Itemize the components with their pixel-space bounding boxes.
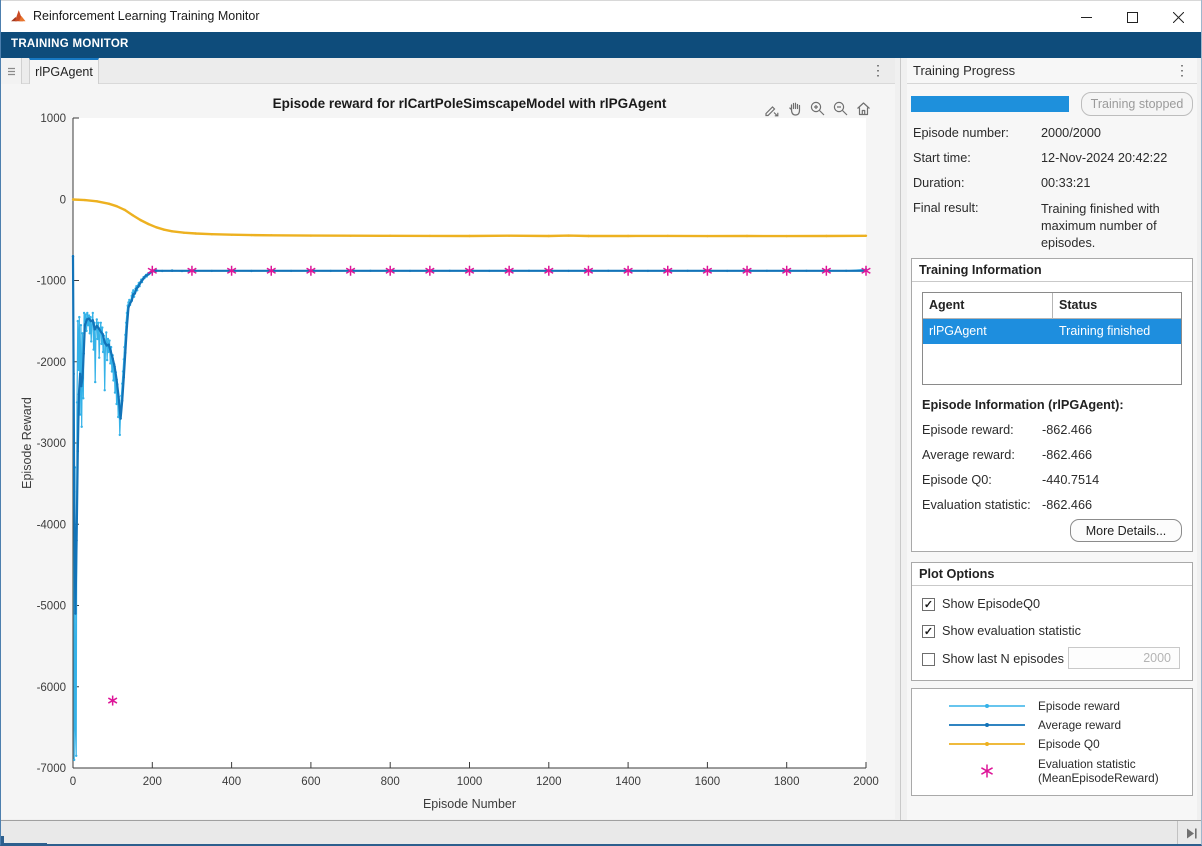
cell-agent: rlPGAgent [923,319,1053,344]
table-row[interactable]: rlPGAgent Training finished [923,319,1181,344]
svg-text:400: 400 [222,776,241,788]
stat-episode-q0: Episode Q0: -440.7514 [922,473,1184,487]
checkbox-show-evaluation-statistic[interactable]: ✓ Show evaluation statistic [922,624,1081,638]
legend-episode-reward: Episode reward [946,699,1120,713]
window-frame-corner [1,836,47,846]
svg-text:1800: 1800 [774,776,800,788]
panel-menu-icon[interactable]: ⋮ [1175,63,1189,77]
checkbox-show-last-n-episodes[interactable]: Show last N episodes [922,652,1064,666]
svg-text:1400: 1400 [615,776,641,788]
svg-text:0: 0 [70,776,76,788]
zoom-out-icon[interactable] [830,98,850,118]
svg-text:800: 800 [381,776,400,788]
document-list-icon[interactable] [1,58,22,84]
plot-options-title: Plot Options [912,563,1192,586]
svg-text:-4000: -4000 [37,519,66,531]
training-progress-panel: Training Progress ⋮ Training stopped Epi… [907,58,1197,820]
training-figure: 0 200 400 600 800 1000 1200 1400 1600 1800 2000 100… [1,84,895,819]
column-agent: Agent [923,293,1053,318]
svg-text:1000: 1000 [457,776,483,788]
svg-text:2000: 2000 [853,776,879,788]
svg-text:0: 0 [60,194,66,206]
training-information-title: Training Information [912,259,1192,282]
legend-box: Episode reward Average reward Episode Q0 [911,688,1193,796]
bottom-bar-divider [1177,821,1178,846]
restore-view-home-icon[interactable] [853,98,873,118]
stat-average-reward: Average reward: -862.466 [922,448,1184,462]
svg-text:1200: 1200 [536,776,562,788]
tab-strip-menu-icon[interactable]: ⋮ [871,63,885,77]
stat-evaluation-statistic: Evaluation statistic: -862.466 [922,498,1184,512]
svg-text:-7000: -7000 [37,763,66,775]
toolstrip-ribbon: TRAINING MONITOR [1,32,1201,58]
checkbox-icon[interactable]: ✓ [922,625,935,638]
window-title: Reinforcement Learning Training Monitor [33,9,260,23]
svg-text:1000: 1000 [40,113,66,125]
table-header-row: Agent Status [923,293,1181,319]
cell-status: Training finished [1053,319,1181,344]
ribbon-tab-label[interactable]: TRAINING MONITOR [11,38,129,50]
svg-text:200: 200 [143,776,162,788]
training-stopped-button[interactable]: Training stopped [1081,92,1193,116]
checkbox-icon[interactable]: ✓ [922,598,935,611]
line-sample-icon [946,700,1028,712]
last-n-episodes-input[interactable] [1068,647,1180,669]
svg-text:-5000: -5000 [37,601,66,613]
maximize-button[interactable] [1109,1,1155,33]
chart-title: Episode reward for rlCartPoleSimscapeMod… [73,96,866,111]
svg-text:-2000: -2000 [37,357,66,369]
episode-reward-chart: 0 200 400 600 800 1000 1200 1400 1600 1800 2000 100… [1,84,895,819]
svg-text:600: 600 [301,776,320,788]
legend-average-reward: Average reward [946,718,1121,732]
svg-text:Episode Reward: Episode Reward [20,397,34,489]
title-bar: Reinforcement Learning Training Monitor [1,0,1201,33]
svg-text:-1000: -1000 [37,276,66,288]
training-progress-bar [911,96,1069,112]
bottom-scroll-bar[interactable] [1,820,1202,846]
more-details-button[interactable]: More Details... [1070,519,1182,542]
svg-text:-6000: -6000 [37,682,66,694]
column-status: Status [1053,293,1181,318]
stat-episode-reward: Episode reward: -862.466 [922,423,1184,437]
axes-toolbar [761,98,873,118]
legend-episode-q0: Episode Q0 [946,737,1100,751]
zoom-in-icon[interactable] [807,98,827,118]
svg-text:1600: 1600 [695,776,721,788]
plot-options-box: Plot Options ✓ Show EpisodeQ0 ✓ Show eva… [911,562,1193,681]
document-tab-strip: rlPGAgent ⋮ [1,58,895,84]
svg-text:-3000: -3000 [37,438,66,450]
panel-splitter[interactable] [900,58,901,820]
close-button[interactable] [1155,1,1201,33]
panel-title: Training Progress [913,63,1015,78]
app-window: Reinforcement Learning Training Monitor … [0,0,1202,846]
matlab-logo-icon [10,8,27,30]
line-sample-icon [946,719,1028,731]
panel-header: Training Progress ⋮ [907,58,1197,84]
svg-text:Episode Number: Episode Number [423,797,516,811]
minimize-button[interactable] [1063,1,1109,33]
training-information-box: Training Information Agent Status rlPGAg… [911,258,1193,552]
legend-evaluation-statistic: Evaluation statistic (MeanEpisodeReward) [946,757,1159,785]
line-sample-icon [946,738,1028,750]
export-icon[interactable] [761,98,781,118]
pan-icon[interactable] [784,98,804,118]
checkbox-show-episodeq0[interactable]: ✓ Show EpisodeQ0 [922,597,1040,611]
expand-right-icon[interactable] [1185,827,1198,845]
episode-information-title: Episode Information (rlPGAgent): [922,398,1124,412]
progress-fill [911,96,1069,112]
tab-rlpgagent[interactable]: rlPGAgent [29,58,99,84]
checkbox-icon[interactable] [922,653,935,666]
agent-status-table: Agent Status rlPGAgent Training finished [922,292,1182,385]
tab-label: rlPGAgent [35,65,93,79]
asterisk-sample-icon [946,762,1028,780]
